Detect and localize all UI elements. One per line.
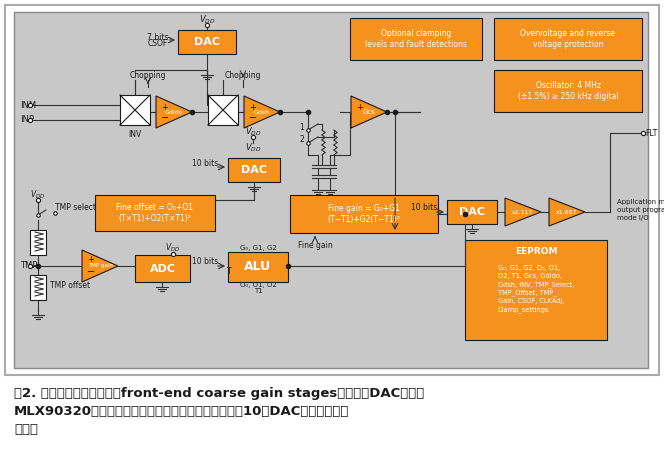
FancyBboxPatch shape — [120, 95, 150, 125]
Text: Optional clamping
levels and fault detections: Optional clamping levels and fault detec… — [365, 29, 467, 49]
Text: Gdsh: Gdsh — [254, 109, 270, 114]
Text: DAC: DAC — [194, 37, 220, 47]
Text: EEPROM: EEPROM — [515, 248, 557, 256]
Text: Fine gain = G₀+G1
(T−T1)+G2(T−T1)²: Fine gain = G₀+G1 (T−T1)+G2(T−T1)² — [327, 204, 400, 224]
Text: G₀, G1, G2: G₀, G1, G2 — [240, 245, 276, 251]
FancyBboxPatch shape — [14, 12, 648, 368]
FancyBboxPatch shape — [494, 70, 642, 112]
Text: Oscillator: 4 MHz
(±1.5%) ≥ 250 kHz digital: Oscillator: 4 MHz (±1.5%) ≥ 250 kHz digi… — [518, 81, 618, 101]
Text: $V_{DD}$: $V_{DD}$ — [245, 126, 261, 138]
Text: 10 bits: 10 bits — [192, 158, 218, 168]
Text: INM: INM — [20, 100, 36, 109]
Text: Gdido: Gdido — [165, 109, 183, 114]
Text: 图2. 除了前端粗调增益级（front-end coarse gain stages）的两个DAC以外，: 图2. 除了前端粗调增益级（front-end coarse gain stag… — [14, 387, 424, 400]
Polygon shape — [156, 96, 192, 128]
Text: x1.667: x1.667 — [556, 210, 578, 214]
Text: +: + — [250, 102, 256, 112]
Text: Fine gain: Fine gain — [297, 241, 333, 249]
FancyBboxPatch shape — [350, 18, 482, 60]
Text: DAC: DAC — [459, 207, 485, 217]
Text: −: − — [87, 267, 95, 277]
Text: TMP offset: TMP offset — [50, 281, 90, 290]
Text: −: − — [249, 113, 257, 123]
Polygon shape — [505, 198, 541, 226]
Text: $V_{DD}$: $V_{DD}$ — [165, 242, 181, 254]
Text: O₀, O1, O2: O₀, O1, O2 — [240, 282, 276, 288]
Text: −: − — [161, 113, 169, 123]
Text: $V_{DD}$: $V_{DD}$ — [31, 189, 46, 201]
Text: 10 bits: 10 bits — [192, 257, 218, 267]
Text: 7 bits: 7 bits — [147, 33, 169, 42]
FancyBboxPatch shape — [30, 230, 46, 255]
Text: Overvoltage and reverse
voltage protection: Overvoltage and reverse voltage protecti… — [521, 29, 616, 49]
Text: INP: INP — [20, 115, 34, 125]
Text: FLT: FLT — [645, 128, 657, 137]
Text: Application mode/
output programming
mode I/O: Application mode/ output programming mod… — [617, 199, 664, 221]
Text: T1: T1 — [254, 288, 262, 294]
Polygon shape — [82, 250, 118, 282]
Text: INV: INV — [128, 130, 141, 139]
Text: +: + — [357, 102, 363, 112]
Text: Fine offset = O₀+O1
(T×T1)+O2(T×T1)²: Fine offset = O₀+O1 (T×T1)+O2(T×T1)² — [116, 203, 193, 223]
FancyBboxPatch shape — [30, 275, 46, 300]
Text: +: + — [88, 255, 94, 264]
Text: 1: 1 — [299, 122, 304, 132]
Text: Chopping: Chopping — [129, 71, 166, 79]
Polygon shape — [244, 96, 280, 128]
FancyBboxPatch shape — [208, 95, 238, 125]
Text: 校准。: 校准。 — [14, 423, 38, 436]
Text: ADC: ADC — [149, 263, 175, 274]
FancyBboxPatch shape — [5, 5, 659, 375]
Text: 2: 2 — [299, 135, 304, 144]
Text: TMP select: TMP select — [55, 204, 96, 212]
Text: G₀, G1, G2, O₀, O1,
O2, T1, Gcs, Gdido,
Gdsh, INV, TMP_Select,
TMP_Offset, TMP_
: G₀, G1, G2, O₀, O1, O2, T1, Gcs, Gdido, … — [498, 265, 574, 313]
FancyBboxPatch shape — [95, 195, 215, 231]
Text: CSOF: CSOF — [148, 38, 168, 48]
FancyBboxPatch shape — [178, 30, 236, 54]
Text: ALU: ALU — [244, 261, 272, 274]
Text: x2.117: x2.117 — [512, 210, 534, 214]
Text: Chopping: Chopping — [224, 71, 261, 79]
FancyBboxPatch shape — [494, 18, 642, 60]
FancyBboxPatch shape — [135, 255, 190, 282]
FancyBboxPatch shape — [447, 200, 497, 224]
FancyBboxPatch shape — [228, 252, 288, 282]
Text: DAC: DAC — [241, 165, 267, 175]
FancyBboxPatch shape — [228, 158, 280, 182]
Text: $V_{DD}$: $V_{DD}$ — [245, 142, 261, 154]
Text: TMP gain: TMP gain — [88, 263, 112, 269]
Text: $V_{DD}$: $V_{DD}$ — [199, 14, 215, 26]
Text: 10 bits: 10 bits — [411, 204, 437, 212]
FancyBboxPatch shape — [465, 240, 607, 340]
Polygon shape — [351, 96, 387, 128]
FancyBboxPatch shape — [290, 195, 438, 233]
Text: Gcs: Gcs — [363, 109, 375, 115]
Text: T: T — [227, 268, 232, 276]
Text: MLX90320传感器接口的架构还在输出级有一个额外的10位DAC，以保证精确: MLX90320传感器接口的架构还在输出级有一个额外的10位DAC，以保证精确 — [14, 405, 349, 418]
Text: +: + — [161, 102, 169, 112]
Polygon shape — [549, 198, 585, 226]
Text: TMP: TMP — [20, 262, 37, 270]
